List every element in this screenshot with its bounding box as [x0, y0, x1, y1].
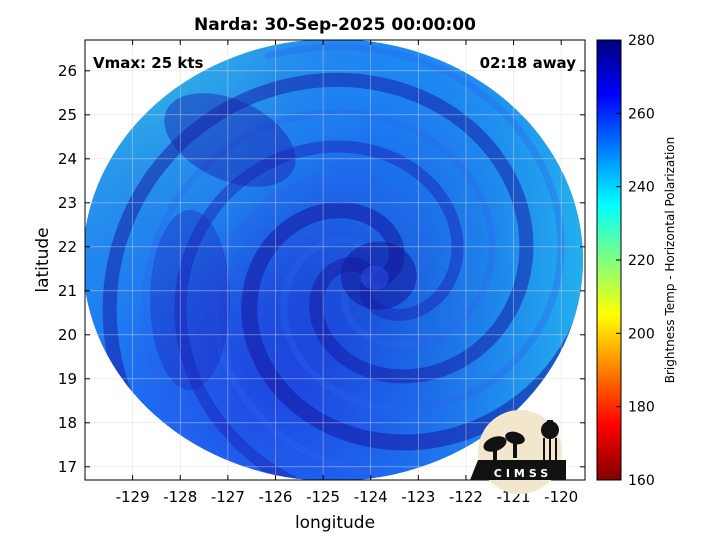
- y-axis-label: latitude: [33, 227, 53, 292]
- colorbar-tick-label: 220: [628, 253, 655, 269]
- colorbar-ticks: 280 260 240 220 200 180 160: [616, 33, 655, 489]
- colorbar-tick-label: 180: [628, 400, 655, 416]
- y-tick-label: 19: [58, 370, 77, 388]
- storm-eye: [360, 265, 389, 290]
- y-tick-label: 17: [58, 458, 77, 476]
- vmax-annotation: Vmax: 25 kts: [93, 54, 203, 72]
- y-tick-label: 26: [58, 62, 77, 80]
- spiral-band: [102, 72, 534, 480]
- cold-band-w: [150, 210, 230, 390]
- microwave-swath: [85, 40, 583, 480]
- y-tick-label: 21: [58, 282, 77, 300]
- colorbar-tick-label: 240: [628, 180, 655, 196]
- cimss-logo-text: CIMSS: [494, 467, 552, 480]
- x-axis-label: longitude: [295, 513, 375, 533]
- x-tick-label: -123: [401, 488, 435, 506]
- colorbar-label: Brightness Temp - Horizontal Polarizatio…: [663, 137, 677, 384]
- colorbar-tick-label: 200: [628, 326, 655, 342]
- x-tick-label: -129: [116, 488, 150, 506]
- x-tick-label: -122: [449, 488, 483, 506]
- x-tick-label: -120: [544, 488, 578, 506]
- y-tick-label: 18: [58, 414, 77, 432]
- colorbar-tick-label: 280: [628, 33, 655, 49]
- x-tick-label: -128: [163, 488, 197, 506]
- chart-title: Narda: 30-Sep-2025 00:00:00: [194, 15, 476, 35]
- grid-lines: [85, 40, 585, 480]
- x-axis-ticks: -129 -128 -127 -126 -125 -124 -123 -122 -121 -120: [116, 40, 578, 506]
- spiral-band: [174, 140, 583, 480]
- axes-frame: [84, 39, 586, 481]
- spiral-gap: [264, 43, 565, 413]
- x-tick-label: -126: [258, 488, 292, 506]
- y-tick-label: 23: [58, 194, 77, 212]
- x-tick-label: -124: [354, 488, 388, 506]
- x-tick-label: -125: [306, 488, 340, 506]
- y-tick-label: 24: [58, 150, 77, 168]
- y-tick-label: 22: [58, 238, 77, 256]
- cold-band-nw: [164, 93, 296, 187]
- spiral-gap: [141, 109, 496, 474]
- cimss-logo: CIMSS: [470, 410, 566, 494]
- y-tick-label: 20: [58, 326, 77, 344]
- spiral-bands: [102, 40, 583, 480]
- colorbar-tick-label: 260: [628, 106, 655, 122]
- y-tick-label: 25: [58, 106, 77, 124]
- time-away-annotation: 02:18 away: [480, 54, 577, 72]
- colorbar-tick-label: 160: [628, 473, 655, 489]
- x-tick-label: -127: [211, 488, 245, 506]
- y-axis-ticks: 17 18 19 20 21 22 23 24 25 26: [58, 62, 585, 476]
